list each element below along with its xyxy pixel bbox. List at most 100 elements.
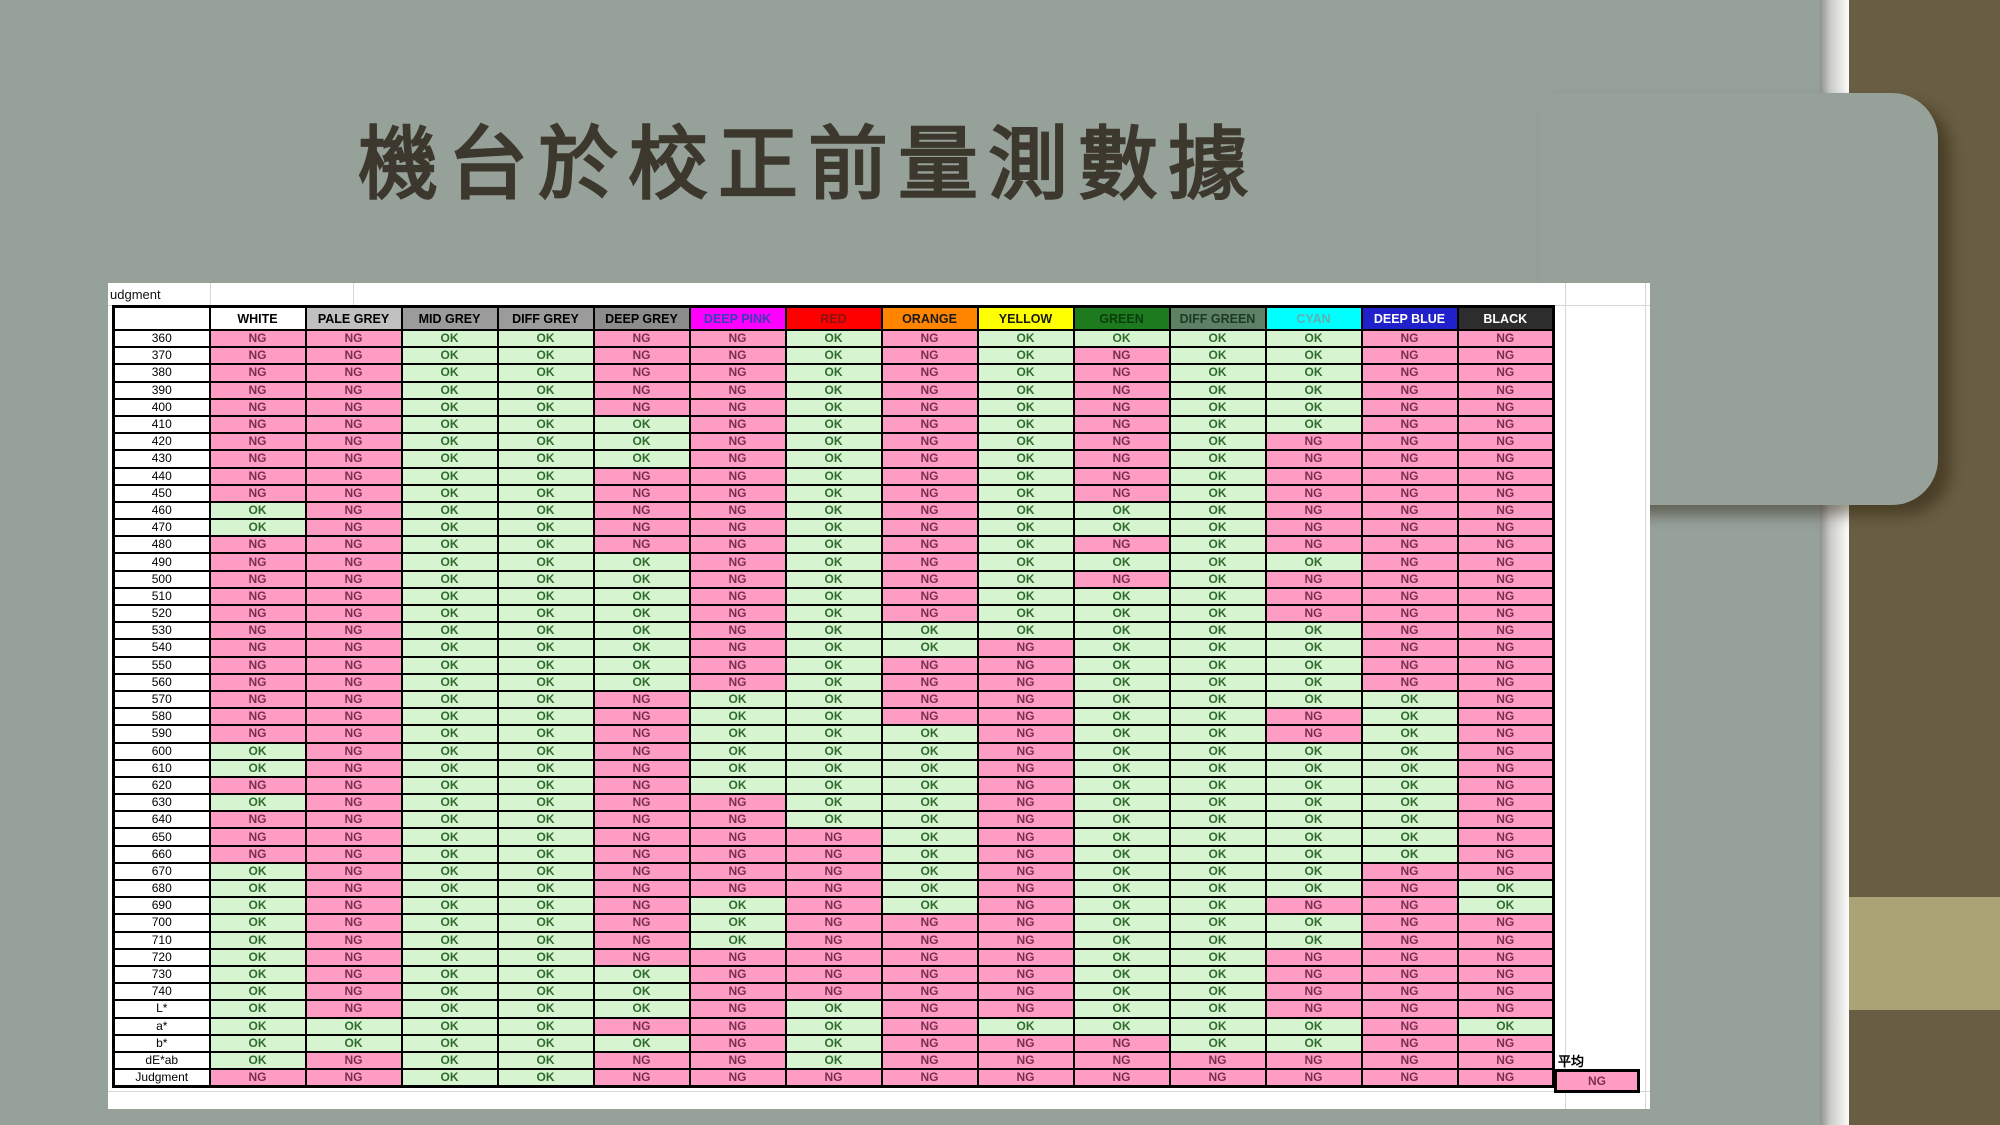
table-cell: NG bbox=[1264, 1050, 1363, 1071]
table-header: WHITE PALE GREY MID GREY DIFF GREY DEEP GREY… bbox=[112, 305, 1555, 331]
table-cell: NG bbox=[208, 466, 307, 486]
table-cell: OK bbox=[592, 569, 691, 589]
row-label: 690 bbox=[112, 896, 211, 916]
table-cell: OK bbox=[400, 466, 499, 486]
table-cell: NG bbox=[1456, 844, 1555, 864]
table-cell: NG bbox=[208, 775, 307, 796]
table-cell: NG bbox=[304, 466, 403, 486]
table-row: 360 NG NG OK OK NG NG OK NG OK OK OK OK NG NG bbox=[112, 328, 1555, 349]
row-label: 730 bbox=[112, 964, 211, 985]
table-cell: NG bbox=[688, 793, 787, 813]
table-cell: NG bbox=[688, 982, 787, 1002]
table-cell: NG bbox=[592, 930, 691, 950]
table-cell: OK bbox=[1168, 913, 1267, 933]
table-cell: OK bbox=[496, 500, 595, 521]
table-cell: NG bbox=[880, 707, 979, 727]
table-cell: OK bbox=[400, 793, 499, 813]
table-cell: NG bbox=[1072, 432, 1171, 452]
table-cell: NG bbox=[976, 638, 1075, 658]
table-cell: NG bbox=[688, 1068, 787, 1088]
table-cell: OK bbox=[1168, 363, 1267, 383]
table-cell: OK bbox=[880, 758, 979, 778]
table-cell: NG bbox=[880, 1033, 979, 1053]
column-header: DEEP GREY bbox=[592, 305, 691, 331]
slide-title: 機台於校正前量測數據 bbox=[358, 120, 1258, 209]
table-cell: OK bbox=[976, 603, 1075, 624]
table-cell: OK bbox=[496, 449, 595, 469]
table-cell: NG bbox=[304, 793, 403, 813]
table-cell: NG bbox=[208, 689, 307, 710]
table-cell: NG bbox=[592, 500, 691, 521]
table-row: 650 NG NG OK OK NG NG NG OK NG OK OK OK OK NG bbox=[112, 827, 1555, 847]
table-cell: OK bbox=[496, 982, 595, 1002]
table-cell: NG bbox=[1360, 964, 1459, 985]
table-cell: OK bbox=[400, 672, 499, 692]
table-cell: NG bbox=[592, 483, 691, 503]
table-cell: OK bbox=[1168, 483, 1267, 503]
table-row: 640 NG NG OK OK NG NG OK OK NG OK OK OK OK NG bbox=[112, 810, 1555, 830]
table-cell: NG bbox=[208, 483, 307, 503]
table-cell: OK bbox=[496, 793, 595, 813]
table-cell: NG bbox=[1456, 535, 1555, 555]
table-cell: NG bbox=[592, 1068, 691, 1088]
table-cell: NG bbox=[688, 518, 787, 538]
table-cell: NG bbox=[1456, 810, 1555, 830]
table-cell: OK bbox=[784, 638, 883, 658]
table-cell: OK bbox=[400, 861, 499, 882]
table-cell: OK bbox=[784, 552, 883, 572]
table-cell: NG bbox=[1456, 758, 1555, 778]
table-cell: OK bbox=[1072, 844, 1171, 864]
table-cell: NG bbox=[304, 844, 403, 864]
table-row: 510 NG NG OK OK OK NG OK NG OK OK OK NG NG NG bbox=[112, 586, 1555, 607]
table-cell: OK bbox=[880, 861, 979, 882]
table-cell: OK bbox=[1072, 552, 1171, 572]
table-cell: NG bbox=[688, 964, 787, 985]
table-cell: OK bbox=[496, 878, 595, 899]
table-cell: NG bbox=[976, 1068, 1075, 1088]
table-cell: OK bbox=[976, 380, 1075, 400]
table-cell: NG bbox=[208, 363, 307, 383]
table-row: 720 OK NG OK OK NG NG NG NG NG OK OK NG NG NG bbox=[112, 947, 1555, 967]
table-cell: OK bbox=[208, 1050, 307, 1071]
table-cell: NG bbox=[1168, 1068, 1267, 1088]
row-label: 500 bbox=[112, 569, 211, 589]
table-cell: NG bbox=[1456, 913, 1555, 933]
table-cell: OK bbox=[1072, 982, 1171, 1002]
table-cell: OK bbox=[1264, 1033, 1363, 1053]
table-cell: OK bbox=[496, 535, 595, 555]
table-cell: NG bbox=[688, 1050, 787, 1071]
table-cell: NG bbox=[976, 827, 1075, 847]
table-cell: OK bbox=[688, 913, 787, 933]
table-cell: NG bbox=[1264, 518, 1363, 538]
table-cell: NG bbox=[688, 432, 787, 452]
row-label: 490 bbox=[112, 552, 211, 572]
table-cell: NG bbox=[592, 518, 691, 538]
table-cell: OK bbox=[784, 1033, 883, 1053]
table-cell: OK bbox=[400, 655, 499, 675]
table-cell: OK bbox=[1264, 621, 1363, 641]
table-row: 390 NG NG OK OK NG NG OK NG OK NG OK OK NG NG bbox=[112, 380, 1555, 400]
table-cell: NG bbox=[784, 930, 883, 950]
table-cell: OK bbox=[1264, 397, 1363, 417]
table-cell: OK bbox=[208, 878, 307, 899]
table-cell: OK bbox=[1360, 707, 1459, 727]
table-cell: OK bbox=[400, 621, 499, 641]
table-cell: NG bbox=[304, 775, 403, 796]
table-cell: NG bbox=[880, 913, 979, 933]
table-row: 600 OK NG OK OK NG OK OK OK NG OK OK OK OK NG bbox=[112, 741, 1555, 761]
table-cell: NG bbox=[208, 707, 307, 727]
table-cell: NG bbox=[880, 672, 979, 692]
table-cell: OK bbox=[784, 810, 883, 830]
row-label: 710 bbox=[112, 930, 211, 950]
table-cell: OK bbox=[592, 655, 691, 675]
table-cell: OK bbox=[1264, 380, 1363, 400]
gridline bbox=[210, 283, 211, 305]
column-header: GREEN bbox=[1072, 305, 1171, 331]
table-cell: OK bbox=[496, 964, 595, 985]
table-cell: OK bbox=[1168, 930, 1267, 950]
table-cell: OK bbox=[496, 947, 595, 967]
table-cell: OK bbox=[496, 1050, 595, 1071]
table-cell: NG bbox=[1456, 672, 1555, 692]
table-cell: OK bbox=[400, 552, 499, 572]
table-cell: OK bbox=[1072, 810, 1171, 830]
